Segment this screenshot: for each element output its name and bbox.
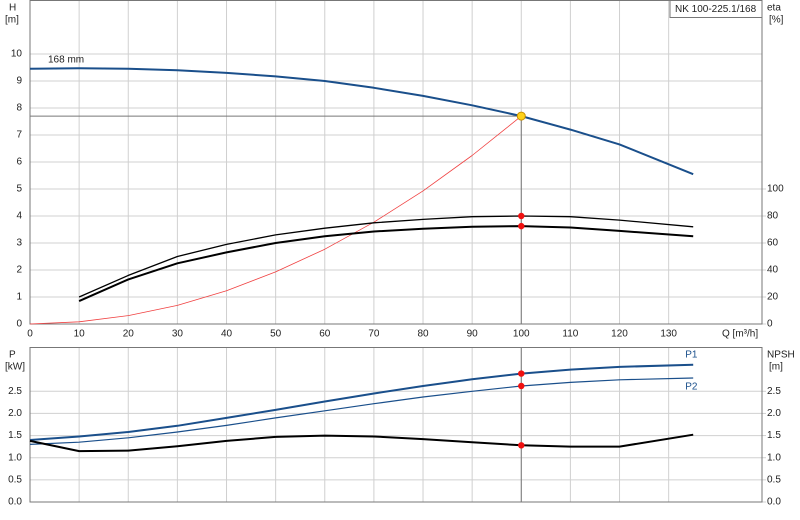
title-box bbox=[669, 0, 763, 18]
legend-label: P1 bbox=[685, 349, 698, 360]
plot-frame bbox=[29, 347, 763, 503]
y-axis-label: H bbox=[9, 3, 16, 14]
y-tick-label: 7 bbox=[16, 130, 22, 141]
y2-tick-label: 100 bbox=[767, 184, 784, 195]
plot-frame bbox=[29, 0, 763, 325]
point-marker bbox=[518, 442, 525, 449]
x-tick-label: 110 bbox=[562, 329, 578, 340]
curve bbox=[29, 115, 522, 325]
curve-annotation: 168 mm bbox=[48, 55, 84, 66]
x-tick-label: 0 bbox=[27, 329, 33, 340]
x-tick-label: 30 bbox=[172, 329, 184, 340]
y-axis-unit: [kW] bbox=[5, 362, 25, 373]
y2-axis-label: NPSH bbox=[767, 350, 795, 361]
y-tick-label: 1 bbox=[16, 292, 22, 303]
y-tick-label: 0.0 bbox=[8, 497, 22, 508]
x-tick-label: 130 bbox=[660, 329, 677, 340]
x-tick-label: 40 bbox=[221, 329, 233, 340]
x-tick-label: 50 bbox=[270, 329, 282, 340]
point-marker bbox=[518, 382, 525, 390]
x-tick-label: 10 bbox=[74, 329, 86, 340]
x-tick-label: 80 bbox=[417, 329, 429, 340]
x-tick-label: 70 bbox=[368, 329, 380, 340]
y-axis-label: P bbox=[9, 350, 16, 361]
y-tick-label: 2.0 bbox=[8, 408, 22, 419]
y-tick-label: 1.0 bbox=[8, 452, 22, 463]
y2-tick-label: 20 bbox=[767, 292, 779, 303]
y-tick-label: 8 bbox=[16, 103, 22, 114]
y2-tick-label: 1.0 bbox=[767, 452, 781, 463]
duty-point bbox=[516, 111, 526, 121]
y-tick-label: 5 bbox=[16, 184, 22, 195]
legend-label: P2 bbox=[685, 382, 698, 393]
curve bbox=[78, 215, 694, 298]
y2-tick-label: 2.0 bbox=[767, 408, 781, 419]
curve bbox=[29, 67, 694, 176]
x-axis-label: Q [m³/h] bbox=[722, 329, 758, 340]
x-tick-label: 20 bbox=[123, 329, 135, 340]
chart-title: NK 100-225.1/168 bbox=[675, 4, 757, 15]
y-tick-label: 0 bbox=[16, 319, 22, 330]
y-tick-label: 1.5 bbox=[8, 430, 22, 441]
x-tick-label: 60 bbox=[319, 329, 331, 340]
y-axis-unit: [m] bbox=[5, 15, 19, 26]
y2-tick-label: 0.0 bbox=[767, 497, 781, 508]
y-tick-label: 2 bbox=[16, 265, 22, 276]
curve bbox=[29, 433, 694, 453]
x-tick-label: 120 bbox=[611, 329, 628, 340]
curve bbox=[29, 363, 694, 441]
y-tick-label: 10 bbox=[11, 49, 23, 60]
y-tick-label: 9 bbox=[16, 76, 22, 87]
y2-axis-label: eta bbox=[767, 3, 781, 14]
point-marker bbox=[518, 222, 525, 230]
y-tick-label: 3 bbox=[16, 238, 22, 249]
y-tick-label: 6 bbox=[16, 157, 22, 168]
y-tick-label: 4 bbox=[16, 211, 22, 222]
y2-axis-unit: [%] bbox=[769, 15, 784, 26]
y2-tick-label: 80 bbox=[767, 211, 779, 222]
point-marker bbox=[518, 370, 525, 377]
y2-tick-label: 0 bbox=[767, 319, 773, 330]
x-tick-label: 90 bbox=[467, 329, 479, 340]
y2-tick-label: 0.5 bbox=[767, 474, 781, 485]
point-marker bbox=[518, 212, 525, 220]
y2-axis-unit: [m] bbox=[769, 362, 783, 373]
y-tick-label: 2.5 bbox=[8, 386, 22, 397]
y2-tick-label: 2.5 bbox=[767, 386, 781, 397]
x-tick-label: 100 bbox=[513, 329, 530, 340]
y2-tick-label: 1.5 bbox=[767, 430, 781, 441]
y-tick-label: 0.5 bbox=[8, 474, 22, 485]
y2-tick-label: 60 bbox=[767, 238, 779, 249]
y2-tick-label: 40 bbox=[767, 265, 779, 276]
curve bbox=[78, 225, 694, 303]
curve bbox=[29, 377, 694, 445]
